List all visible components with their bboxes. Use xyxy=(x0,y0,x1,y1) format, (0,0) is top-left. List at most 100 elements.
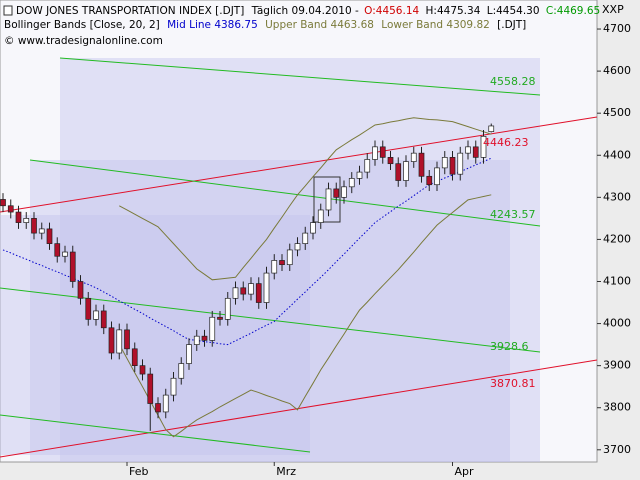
band-line xyxy=(119,117,492,281)
candle-body xyxy=(457,152,464,175)
candle-body xyxy=(193,335,200,345)
legend-entry: Mid Line 4386.75 xyxy=(167,19,258,31)
candle-body xyxy=(240,287,247,295)
candle-body xyxy=(356,171,363,179)
candle-body xyxy=(224,297,231,320)
candle-body xyxy=(69,251,76,282)
y-tick-label: 4700 xyxy=(603,22,631,35)
candle-body xyxy=(449,157,456,175)
candle-body xyxy=(255,283,262,303)
candle-body xyxy=(178,363,185,379)
candle-body xyxy=(155,403,161,413)
candle-body xyxy=(93,310,99,320)
candle-body xyxy=(387,157,394,165)
candle-body xyxy=(348,178,355,188)
candle-body xyxy=(209,316,216,341)
candle-body xyxy=(15,211,22,223)
annotations: 4558.28 4446.23 4243.57 3928.6 3870.81 xyxy=(483,75,536,390)
candle-body xyxy=(248,283,254,295)
candle-body xyxy=(162,394,169,413)
candle-body xyxy=(317,209,324,223)
y-tick-label: 3700 xyxy=(603,443,631,456)
candle-body xyxy=(418,152,425,177)
header-line: DOW JONES TRANSPORTATION INDEX [.DJT] Tä… xyxy=(16,5,600,17)
candle-body xyxy=(186,344,192,364)
candle-body xyxy=(302,232,309,244)
candle-body xyxy=(333,188,340,198)
y-tick-label: 4600 xyxy=(603,64,631,77)
candle-body xyxy=(23,218,30,223)
y-tick-label: 4000 xyxy=(603,317,631,330)
y-tick-label: 4200 xyxy=(603,232,631,245)
candle-body xyxy=(131,348,138,366)
candle-body xyxy=(465,146,471,154)
x-tick-label: Apr xyxy=(455,465,475,478)
candle-body xyxy=(434,167,440,186)
candle-body xyxy=(62,251,68,257)
y-tick-label: 4300 xyxy=(603,190,631,203)
candle-body xyxy=(472,146,479,158)
legend-entry: Upper Band 4463.68 xyxy=(265,19,374,31)
legend: Bollinger Bands [Close, 20, 2] Mid Line … xyxy=(4,19,526,31)
plot-area xyxy=(0,0,598,463)
candle-body xyxy=(364,159,371,173)
candle-body xyxy=(286,249,293,266)
candle-body xyxy=(147,373,154,404)
annotation: 4243.57 xyxy=(490,208,536,221)
candle-body xyxy=(54,243,61,257)
candle-body xyxy=(7,205,14,213)
y-tick-label: 4100 xyxy=(603,274,631,287)
x-tick-label: Feb xyxy=(129,465,148,478)
candle-body xyxy=(488,125,495,132)
candle-body xyxy=(410,152,417,162)
copyright: © www.tradesignalonline.com xyxy=(4,35,163,47)
candle-body xyxy=(31,218,37,234)
channel-shading xyxy=(0,58,540,462)
candle-body xyxy=(108,327,115,354)
candle-body xyxy=(372,146,378,160)
candle-body xyxy=(46,228,53,244)
candle-body xyxy=(325,188,332,211)
candle-body xyxy=(403,161,409,181)
chart-subtitle: Täglich 09.04.2010 - xyxy=(251,5,359,17)
candle-body xyxy=(395,163,402,181)
candle-body xyxy=(139,365,146,375)
y-tick-label: 3900 xyxy=(603,359,631,372)
symbol-icon xyxy=(3,5,13,16)
candle-body xyxy=(341,186,347,198)
annotation: 3870.81 xyxy=(490,377,536,390)
y-tick-label: 4400 xyxy=(603,148,631,161)
candle-body xyxy=(480,135,487,158)
annotation: 4558.28 xyxy=(490,75,536,88)
candle-body xyxy=(294,243,301,251)
ohlc-label: L:4454.30 xyxy=(487,5,540,17)
band-line xyxy=(118,194,492,438)
legend-entry: Lower Band 4309.82 xyxy=(381,19,490,31)
candle-body xyxy=(124,329,130,350)
candle-body xyxy=(279,260,285,266)
ohlc-label: O:4456.14 xyxy=(364,5,419,17)
y-tick-label: 3800 xyxy=(603,401,631,414)
chart-title: DOW JONES TRANSPORTATION INDEX [.DJT] xyxy=(16,5,244,17)
candle-body xyxy=(38,228,45,234)
candle-body xyxy=(310,222,316,234)
candle-body xyxy=(271,260,278,274)
band-line xyxy=(2,157,492,346)
highlight-box xyxy=(313,176,341,223)
candle-body xyxy=(201,335,208,341)
candle-body xyxy=(170,377,177,396)
ohlc-label: H:4475.34 xyxy=(426,5,481,17)
candle-body xyxy=(426,175,433,186)
candle-body xyxy=(379,146,386,158)
annotation: 3928.6 xyxy=(490,340,529,353)
candle-body xyxy=(263,272,270,303)
trend-lines xyxy=(0,57,598,458)
candle-body xyxy=(441,157,448,169)
x-tick-label: Mrz xyxy=(276,465,296,478)
legend-suffix: [.DJT] xyxy=(497,19,526,31)
candle-body xyxy=(77,281,84,299)
candle-body xyxy=(85,297,92,320)
candle-body xyxy=(100,310,107,329)
candle-body xyxy=(217,316,223,320)
